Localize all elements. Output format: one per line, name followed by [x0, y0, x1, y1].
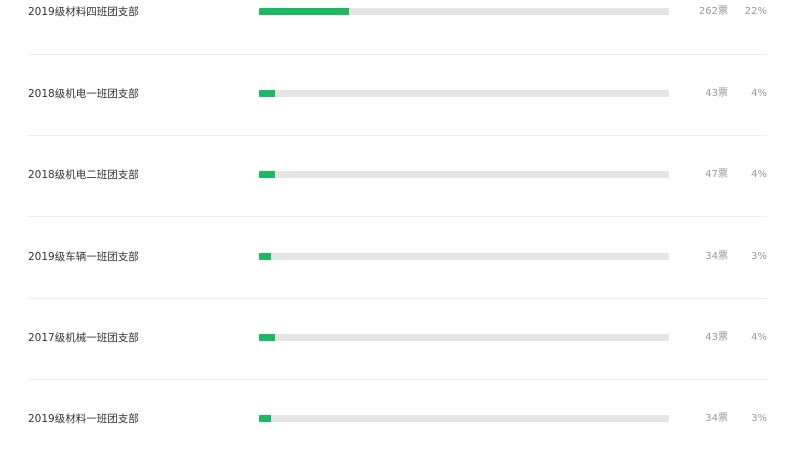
vote-count: 47票: [705, 169, 728, 180]
vote-percent: 4%: [751, 88, 767, 99]
option-name: 2018级机电一班团支部: [28, 88, 139, 100]
vote-option-row: 2018级机电二班团支部 47票 4%: [28, 164, 767, 186]
option-name: 2018级机电二班团支部: [28, 169, 139, 181]
vote-progress-track: [259, 90, 669, 97]
vote-percent: 3%: [751, 251, 767, 262]
vote-percent: 22%: [744, 6, 767, 17]
vote-percent: 4%: [751, 169, 767, 180]
vote-percent: 3%: [751, 413, 767, 424]
vote-count: 262票: [698, 6, 728, 17]
vote-option-row: 2017级机械一班团支部 43票 4%: [28, 327, 767, 349]
vote-progress-track: [259, 334, 669, 341]
vote-count: 43票: [705, 88, 728, 99]
vote-progress-track: [259, 253, 669, 260]
row-divider: [28, 298, 767, 299]
row-divider: [28, 135, 767, 136]
row-divider: [28, 54, 767, 55]
option-name: 2019级车辆一班团支部: [28, 251, 139, 263]
vote-progress-fill: [259, 415, 272, 422]
vote-count: 34票: [705, 251, 728, 262]
vote-progress-fill: [259, 90, 276, 97]
vote-option-row: 2019级车辆一班团支部 34票 3%: [28, 246, 767, 268]
option-name: 2019级材料四班团支部: [28, 6, 139, 18]
vote-progress-track: [259, 415, 669, 422]
vote-option-row: 2018级机电一班团支部 43票 4%: [28, 83, 767, 105]
vote-option-row: 2019级材料一班团支部 34票 3%: [28, 408, 767, 430]
vote-progress-track: [259, 171, 669, 178]
vote-progress-fill: [259, 8, 350, 15]
option-name: 2019级材料一班团支部: [28, 413, 139, 425]
vote-progress-fill: [259, 253, 272, 260]
vote-progress-track: [259, 8, 669, 15]
vote-option-row: 2019级材料四班团支部 262票 22%: [28, 1, 767, 23]
row-divider: [28, 216, 767, 217]
row-divider: [28, 379, 767, 380]
vote-percent: 4%: [751, 332, 767, 343]
vote-progress-fill: [259, 171, 276, 178]
vote-count: 43票: [705, 332, 728, 343]
vote-count: 34票: [705, 413, 728, 424]
option-name: 2017级机械一班团支部: [28, 332, 139, 344]
vote-progress-fill: [259, 334, 276, 341]
